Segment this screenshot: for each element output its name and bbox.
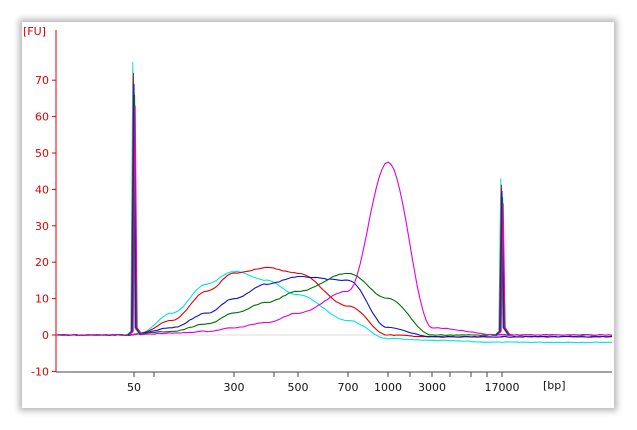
x-tick-label: 300	[224, 381, 245, 394]
x-axis-unit: [bp]	[543, 379, 566, 392]
series-line-3	[55, 275, 613, 338]
x-tick-label: 50	[127, 381, 141, 394]
y-tick-label: 10	[35, 293, 49, 306]
x-tick-label: 3000	[418, 381, 446, 394]
series-line-4	[56, 272, 613, 336]
y-tick-label: 50	[35, 147, 49, 160]
y-tick-label: 40	[35, 183, 49, 196]
electropherogram-frame: [FU] [bp] -10 0 10 20 30 40 50 60 70 50 300 500 700…	[22, 22, 614, 408]
series-line-5	[56, 161, 613, 336]
y-ticks: -10 0 10 20 30 40 50 60 70	[31, 74, 56, 378]
electropherogram-chart: [FU] [bp] -10 0 10 20 30 40 50 60 70 50 300 500 700…	[23, 25, 613, 394]
axes	[55, 30, 612, 373]
y-tick-label: 0	[42, 329, 49, 342]
ladder-peak-17000-series-5	[496, 203, 511, 336]
series-line-2	[55, 266, 613, 338]
y-tick-label: 60	[35, 111, 49, 124]
y-axis-unit: [FU]	[23, 25, 46, 38]
x-tick-label: 700	[338, 381, 359, 394]
x-ticks: 50 300 500 700 1000 3000 17000	[127, 372, 520, 394]
y-tick-label: 30	[35, 220, 49, 233]
y-tick-label: 70	[35, 74, 49, 87]
y-tick-label: 20	[35, 256, 49, 269]
y-tick-label: -10	[31, 365, 49, 378]
x-tick-label: 1000	[374, 381, 402, 394]
series-group	[55, 161, 613, 344]
x-tick-label: 17000	[485, 381, 520, 394]
ladder-peak-50-series-5	[128, 105, 143, 336]
ladder-peaks	[126, 61, 511, 336]
x-tick-label: 500	[288, 381, 309, 394]
